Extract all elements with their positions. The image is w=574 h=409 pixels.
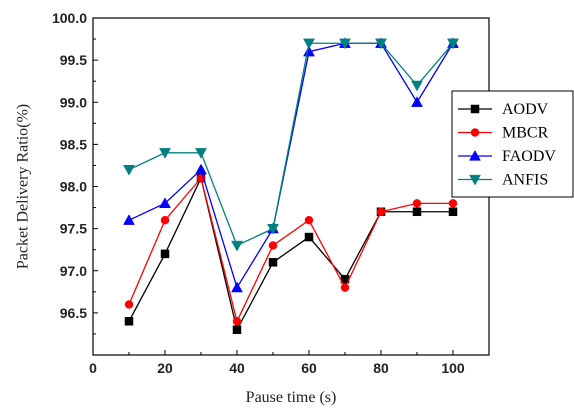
series-layer xyxy=(123,37,459,334)
legend-swatch-marker xyxy=(470,128,480,137)
plot-area xyxy=(92,17,490,356)
data-point-anfis xyxy=(231,240,243,252)
y-axis-title: Packet Delivery Ratio(%) xyxy=(15,104,32,269)
data-point-mbcr xyxy=(304,215,314,225)
data-point-aodv xyxy=(448,207,458,217)
series-line-aodv xyxy=(128,176,453,332)
legend: AODV MBCR FAODV ANFIS xyxy=(451,90,574,198)
data-point-mbcr xyxy=(376,207,386,217)
data-point-mbcr xyxy=(448,199,458,208)
data-point-anfis xyxy=(447,38,459,50)
legend-swatch-marker xyxy=(469,174,481,186)
legend-label: AODV xyxy=(502,101,549,118)
data-point-aodv xyxy=(232,325,242,334)
data-point-mbcr xyxy=(124,300,134,309)
y-tick-label: 100.0 xyxy=(52,10,87,26)
data-point-aodv xyxy=(412,207,422,217)
data-point-aodv xyxy=(124,317,134,326)
data-point-faodv xyxy=(303,45,315,57)
legend-label: FAODV xyxy=(502,148,556,165)
x-axis-title: Pause time (s) xyxy=(246,389,337,406)
data-point-aodv xyxy=(160,249,170,259)
legend-swatch-marker xyxy=(470,104,480,114)
data-point-faodv xyxy=(159,197,171,208)
data-point-mbcr xyxy=(232,317,242,326)
y-tick-label: 99.5 xyxy=(60,52,87,68)
x-tick-label: 60 xyxy=(301,360,317,376)
data-point-mbcr xyxy=(340,283,350,292)
data-point-anfis xyxy=(123,165,135,176)
data-point-mbcr xyxy=(160,215,170,225)
data-point-anfis xyxy=(159,148,171,159)
legend-label: MBCR xyxy=(502,125,549,142)
x-tick-label: 80 xyxy=(373,360,389,376)
legend-item-faodv: FAODV xyxy=(458,148,556,165)
data-point-aodv xyxy=(304,232,314,242)
data-point-mbcr xyxy=(268,241,278,250)
y-tick-label: 98.5 xyxy=(60,136,87,152)
data-point-faodv xyxy=(231,281,243,293)
y-axis: 96.5 97.0 97.5 98.0 98.5 99.0 99.5 100.0 xyxy=(52,10,98,335)
plot-border xyxy=(92,17,490,356)
y-tick-label: 98.0 xyxy=(60,179,87,195)
x-tick-label: 40 xyxy=(229,360,245,376)
series-anfis xyxy=(123,38,459,252)
data-point-anfis xyxy=(195,148,207,159)
legend-item-mbcr: MBCR xyxy=(458,125,549,142)
data-point-faodv xyxy=(411,96,423,107)
series-mbcr xyxy=(124,173,458,326)
series-aodv xyxy=(124,173,458,334)
x-tick-label: 100 xyxy=(441,360,465,376)
x-tick-label: 0 xyxy=(89,360,97,376)
data-point-aodv xyxy=(268,258,278,267)
x-axis: 0 20 40 60 80 100 xyxy=(89,350,465,376)
series-line-faodv xyxy=(128,42,454,290)
y-tick-label: 97.0 xyxy=(60,263,87,279)
data-point-anfis xyxy=(303,38,315,50)
data-point-faodv xyxy=(123,214,135,225)
series-line-mbcr xyxy=(128,176,453,324)
data-point-anfis xyxy=(411,80,423,92)
data-point-anfis xyxy=(267,223,279,235)
legend-swatch-marker xyxy=(469,149,481,161)
legend-label: ANFIS xyxy=(502,172,548,189)
data-point-mbcr xyxy=(412,199,422,208)
y-tick-label: 97.5 xyxy=(60,221,87,237)
series-line-anfis xyxy=(128,42,454,247)
x-tick-label: 20 xyxy=(157,360,173,376)
data-point-faodv xyxy=(195,163,207,175)
data-point-anfis xyxy=(339,38,351,50)
legend-item-aodv: AODV xyxy=(458,101,549,118)
y-tick-label: 96.5 xyxy=(60,305,87,321)
data-point-anfis xyxy=(375,38,387,50)
y-tick-label: 99.0 xyxy=(60,94,87,110)
legend-item-anfis: ANFIS xyxy=(458,172,548,189)
